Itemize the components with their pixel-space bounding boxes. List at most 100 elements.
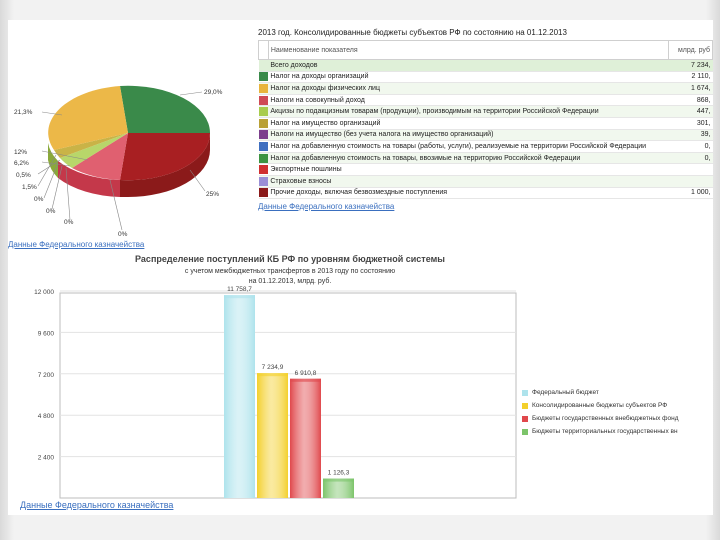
legend-swatch [258, 95, 268, 105]
pie-slice-akcizy [60, 133, 128, 168]
table-row-value: 39, [668, 129, 713, 142]
bar-chart-subtitle-1: с учетом межбюджетных трансфертов в 2013… [184, 268, 396, 275]
table-row-label: Налоги на совокупный доход [268, 94, 669, 107]
table-row-label: Всего доходов [268, 59, 669, 72]
legend-item: Бюджеты государственных внебюджетных фон… [522, 412, 679, 425]
table-row-swatch [258, 59, 269, 72]
table-row: Налог на доходы организаций 2 110, [258, 71, 713, 84]
legend-marker [522, 428, 528, 435]
table-row-swatch [258, 71, 269, 84]
pie-label-10: 0% [118, 231, 128, 238]
legend-marker [522, 402, 528, 409]
pie-leader-lines [37, 91, 206, 231]
table-row-swatch [258, 117, 269, 130]
table-row-label: Прочие доходы, включая безвозмездные пос… [268, 187, 669, 200]
table-row-value: 0, [668, 140, 713, 153]
table-source-link[interactable]: Данные Федерального казначейства [258, 202, 395, 211]
table-body: Всего доходов 7 234, Налог на доходы орган… [258, 59, 713, 200]
pie-label-5: 0,5% [16, 172, 31, 179]
pie-chart: 29,0% 21,3% 25% 12% 6,2% 0,5% 1,5% 0% 0%… [14, 85, 223, 238]
table-row-value: 2 110, [668, 71, 713, 84]
legend-swatch [258, 72, 268, 82]
pie-slice-prochie [120, 133, 211, 181]
table-row-swatch [258, 94, 269, 107]
table-row-swatch [258, 82, 269, 95]
table-row-value: 1 000, [668, 187, 713, 200]
pie-label-7: 0% [34, 196, 44, 203]
table-row-label: Налог на имущество организаций [268, 117, 669, 130]
table-row-value [668, 163, 713, 176]
pie-label-1: 21,3% [14, 109, 33, 116]
table-row: Налог на добавленную стоимость на товары… [258, 140, 713, 153]
table-row: Налог на доходы физических лиц 1 674, [258, 82, 713, 95]
table-row-label: Страховые взносы [268, 175, 669, 188]
table-row-label: Налоги на имущество (без учета налога на… [268, 129, 669, 142]
table-row-swatch [258, 152, 269, 165]
table-row-value: 1 674, [668, 82, 713, 95]
legend-label: Консолидированные бюджеты субъектов РФ [532, 402, 668, 409]
table-row-value: 868, [668, 94, 713, 107]
table-row: Налог на добавленную стоимость на товары… [258, 152, 713, 165]
legend-swatch [258, 141, 268, 151]
pie-slice-sovokupny [72, 133, 128, 180]
pie-label-4: 6,2% [14, 160, 29, 167]
table-row-label: Налог на доходы физических лиц [268, 82, 669, 95]
legend-swatch [258, 165, 268, 175]
pie-label-2: 25% [206, 191, 219, 198]
table-row-label: Налог на доходы организаций [268, 71, 669, 84]
legend-swatch [258, 188, 268, 198]
table-row-swatch [258, 105, 269, 118]
pie-side-ndfl [58, 161, 120, 197]
legend-label: Федеральный бюджет [532, 389, 599, 396]
pie-label-0: 29,0% [204, 89, 223, 96]
pie-source-link[interactable]: Данные Федерального казначейства [8, 240, 145, 249]
table-row: Налоги на совокупный доход 868, [258, 94, 713, 107]
legend-label: Бюджеты территориальных государственных … [532, 428, 678, 435]
table-row-swatch [258, 175, 269, 188]
legend-item: Консолидированные бюджеты субъектов РФ [522, 399, 679, 412]
table-row-swatch [258, 163, 269, 176]
legend-swatch [258, 118, 268, 128]
pie-label-9: 0% [64, 219, 74, 226]
legend-item: Бюджеты территориальных государственных … [522, 425, 679, 438]
legend-swatch [258, 107, 268, 117]
legend-swatch [258, 83, 268, 93]
legend-swatch [258, 153, 268, 163]
bar-chart-legend: Федеральный бюджет Консолидированные бюдж… [522, 386, 679, 438]
pie-slice-ndfl [48, 86, 128, 150]
table-header-unit: млрд. руб [667, 40, 714, 60]
pie-label-3: 12% [14, 149, 27, 156]
legend-marker [522, 415, 528, 422]
bar-chart-title: Распределение поступлений КБ РФ по уровн… [135, 254, 445, 264]
table-row: Экспортные пошлины [258, 163, 713, 176]
table-row-swatch [258, 129, 269, 142]
table-row: Налоги на имущество (без учета налога на… [258, 129, 713, 142]
table-header-row: Наименование показателя млрд. руб [258, 40, 714, 60]
legend-item: Федеральный бюджет [522, 386, 679, 399]
table-row: Акцизы по подакцизным товарам (продукции… [258, 105, 713, 118]
table-row-label: Экспортные пошлины [268, 163, 669, 176]
table-row-value: 301, [668, 117, 713, 130]
table-row: Прочие доходы, включая безвозмездные пос… [258, 187, 713, 200]
legend-swatch [258, 130, 268, 140]
revenue-table: Наименование показателя млрд. руб Всего … [258, 40, 714, 200]
table-row-label: Налог на добавленную стоимость на товары… [268, 140, 669, 153]
bar-source-link[interactable]: Данные Федерального казначейства [20, 500, 174, 510]
legend-label: Бюджеты государственных внебюджетных фон… [532, 415, 679, 422]
table-row-swatch [258, 187, 269, 200]
table-row-value: 7 234, [668, 59, 713, 72]
table-row-label: Акцизы по подакцизным товарам (продукции… [268, 105, 669, 118]
table-row: Налог на имущество организаций 301, [258, 117, 713, 130]
table-row-value [668, 175, 713, 188]
table-row: Страховые взносы [258, 175, 713, 188]
legend-marker [522, 389, 528, 396]
pie-side-prochie [120, 133, 211, 197]
table-header-name: Наименование показателя [267, 40, 669, 60]
table-row-value: 0, [668, 152, 713, 165]
table-row-value: 447, [668, 105, 713, 118]
pie-slice-nalog-pribyl [120, 85, 211, 133]
pie-label-8: 0% [46, 208, 56, 215]
table-row: Всего доходов 7 234, [258, 59, 713, 72]
legend-swatch [258, 176, 268, 186]
table-title: 2013 год. Консолидированные бюджеты субъ… [258, 28, 567, 37]
